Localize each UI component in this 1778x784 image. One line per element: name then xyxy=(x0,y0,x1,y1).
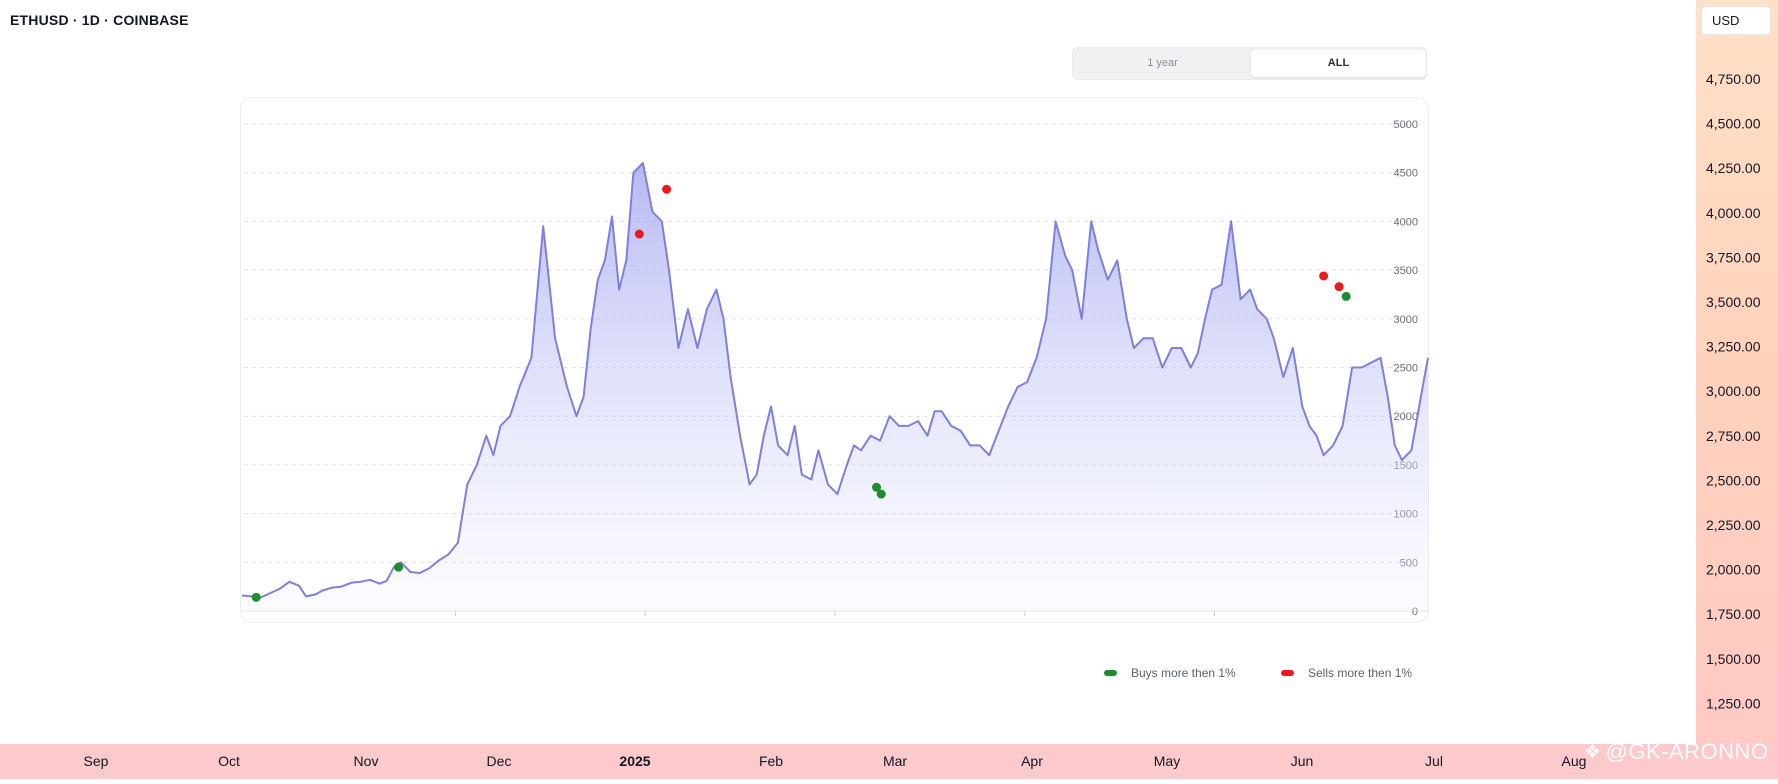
price-axis-label: 3,500.00 xyxy=(1706,294,1761,310)
time-axis-label: Apr xyxy=(1021,753,1043,769)
area-chart: 0500100015002000250030003500400045005000 xyxy=(241,119,1429,618)
x-axis-ticks xyxy=(454,611,1216,616)
time-axis-panel[interactable]: Sep Oct Nov Dec 2025 Feb Mar Apr May Jun Jul Aug xyxy=(0,744,1778,779)
time-axis-label: Mar xyxy=(883,753,907,769)
range-toggle: 1 year ALL xyxy=(1072,47,1427,80)
price-axis-label: 4,250.00 xyxy=(1706,160,1761,176)
price-axis-label: 4,000.00 xyxy=(1706,205,1761,221)
legend-buys-label: Buys more then 1% xyxy=(1131,666,1236,680)
buy-marker xyxy=(876,489,886,499)
price-axis-label: 3,000.00 xyxy=(1706,383,1761,399)
y-tick-label: 4500 xyxy=(1394,168,1418,180)
time-axis-label: Jul xyxy=(1425,753,1443,769)
y-tick-label: 2500 xyxy=(1394,363,1418,375)
price-axis-label: 4,500.00 xyxy=(1706,116,1761,132)
watermark-text: @GK-ARONNO xyxy=(1605,739,1769,764)
legend-sells[interactable]: Sells more then 1% xyxy=(1281,666,1412,680)
buys-swatch xyxy=(1104,670,1117,676)
price-line xyxy=(241,162,1429,599)
price-axis-label: 4,750.00 xyxy=(1706,71,1761,87)
symbol-title: ETHUSD · 1D · COINBASE xyxy=(10,12,189,28)
y-tick-label: 5000 xyxy=(1394,119,1418,131)
sell-marker xyxy=(634,229,644,239)
range-option-all[interactable]: ALL xyxy=(1251,50,1426,77)
price-axis-label: 1,500.00 xyxy=(1706,651,1761,667)
time-axis-label: Sep xyxy=(84,753,109,769)
time-axis-label: 2025 xyxy=(619,753,650,769)
currency-button[interactable]: USD xyxy=(1701,6,1771,35)
price-axis-label: 2,750.00 xyxy=(1706,428,1761,444)
buy-marker xyxy=(1341,291,1351,301)
price-axis-panel[interactable]: 4,750.00 4,500.00 4,250.00 4,000.00 3,750.00… xyxy=(1696,0,1778,744)
watermark: ❖ @GK-ARONNO xyxy=(1584,739,1769,765)
price-axis-label: 1,750.00 xyxy=(1706,606,1761,622)
sell-marker xyxy=(662,184,672,194)
y-tick-label: 2000 xyxy=(1394,411,1418,423)
trade-markers xyxy=(251,184,1351,602)
y-tick-label: 4000 xyxy=(1394,216,1418,228)
price-axis-label: 3,250.00 xyxy=(1706,339,1761,355)
legend-buys[interactable]: Buys more then 1% xyxy=(1104,666,1236,680)
sell-marker xyxy=(1319,271,1329,281)
price-axis: 4,750.00 4,500.00 4,250.00 4,000.00 3,750.00… xyxy=(1706,71,1761,711)
price-area-fill xyxy=(242,163,1428,611)
price-axis-label: 1,250.00 xyxy=(1706,695,1761,711)
sell-marker xyxy=(1334,282,1344,292)
price-axis-label: 2,250.00 xyxy=(1706,517,1761,533)
time-axis-label: May xyxy=(1154,753,1180,769)
y-tick-label: 0 xyxy=(1412,606,1418,618)
range-option-1-year[interactable]: 1 year xyxy=(1147,57,1178,69)
time-axis: Sep Oct Nov Dec 2025 Feb Mar Apr May Jun Jul Aug xyxy=(84,753,1587,769)
time-axis-label: Nov xyxy=(354,753,379,769)
y-tick-label: 3500 xyxy=(1394,265,1418,277)
buy-marker xyxy=(394,562,404,572)
y-tick-label: 3000 xyxy=(1394,314,1418,326)
legend-sells-label: Sells more then 1% xyxy=(1308,666,1413,680)
sells-swatch xyxy=(1281,670,1294,676)
price-axis-label: 3,750.00 xyxy=(1706,249,1761,265)
time-axis-label: Jun xyxy=(1291,753,1314,769)
time-axis-label: Oct xyxy=(218,753,240,769)
price-axis-label: 2,000.00 xyxy=(1706,562,1761,578)
time-axis-label: Dec xyxy=(487,753,512,769)
buy-marker xyxy=(872,482,882,492)
time-axis-label: Feb xyxy=(759,753,783,769)
buy-marker xyxy=(251,592,261,602)
time-axis-label: Aug xyxy=(1562,753,1587,769)
diamond-logo-icon: ❖ xyxy=(1584,741,1602,763)
price-axis-label: 2,500.00 xyxy=(1706,472,1761,488)
